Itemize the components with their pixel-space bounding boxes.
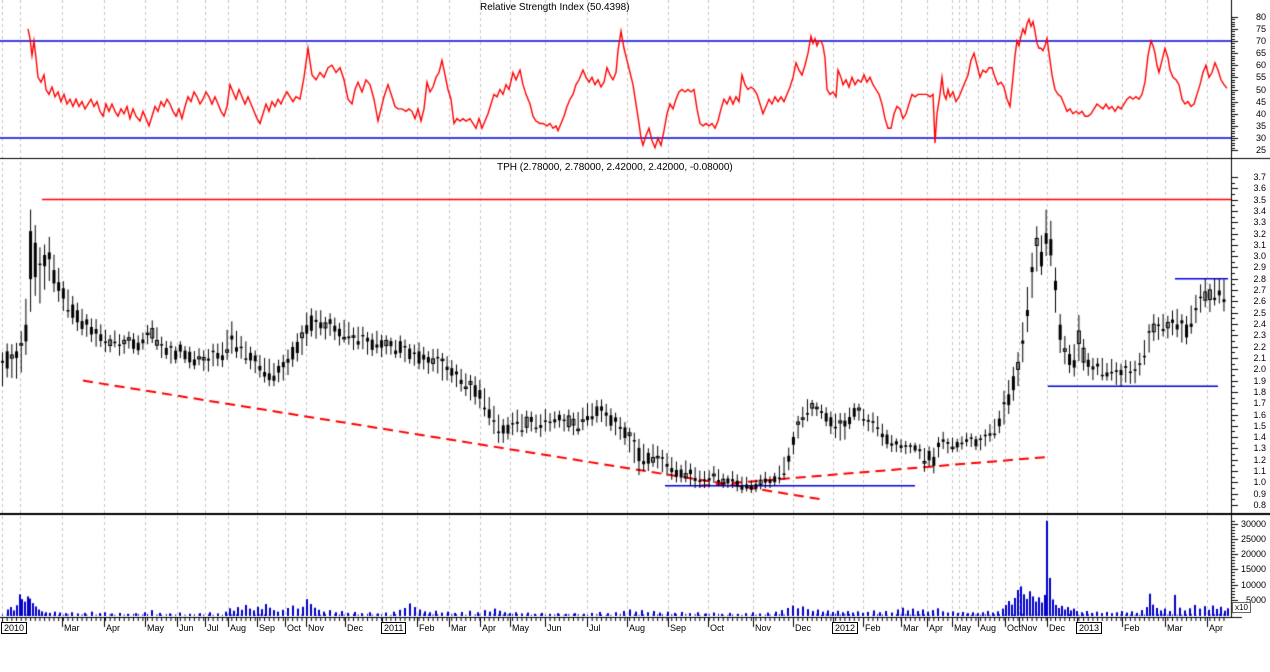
month-label: Apr	[106, 623, 121, 633]
rsi-tick-label: 25	[1255, 145, 1266, 156]
price-panel-title: TPH (2.78000, 2.78000, 2.42000, 2.42000,…	[497, 162, 733, 173]
price-tick-label: 1.7	[1253, 398, 1266, 409]
price-tick-label: 2.4	[1253, 319, 1266, 330]
volume-tick-label: 20000	[1240, 549, 1266, 560]
month-label: Sep	[259, 623, 276, 633]
volume-tick-label: 25000	[1240, 534, 1266, 544]
price-tick-label: 3.6	[1253, 183, 1266, 194]
year-label: 2013	[1076, 622, 1103, 634]
month-label: Oct	[1007, 623, 1022, 633]
month-label: Mar	[1167, 623, 1183, 633]
month-label: May	[512, 623, 530, 633]
price-tick-label: 3.3	[1253, 217, 1266, 228]
month-label: Feb	[865, 623, 881, 633]
year-label: 2010	[1, 622, 28, 634]
rsi-tick-label: 35	[1255, 120, 1266, 131]
price-tick-label: 3.1	[1253, 239, 1266, 250]
price-tick-label: 2.7	[1253, 285, 1266, 296]
month-label: Jul	[589, 623, 601, 633]
month-label: Sep	[670, 623, 687, 633]
rsi-tick-label: 60	[1255, 60, 1266, 71]
year-label: 2012	[832, 622, 859, 634]
rsi-tick-label: 40	[1255, 108, 1266, 119]
price-tick-label: 2.0	[1253, 364, 1266, 375]
price-tick-label: 2.5	[1253, 307, 1266, 318]
month-label: Jun	[179, 623, 194, 633]
month-label: Oct	[287, 623, 302, 633]
month-label: Nov	[308, 623, 325, 633]
price-tick-label: 1.3	[1253, 443, 1266, 454]
month-label: May	[954, 623, 972, 633]
month-label: Apr	[482, 623, 497, 633]
rsi-tick-label: 50	[1255, 84, 1266, 95]
price-tick-label: 1.1	[1253, 466, 1266, 477]
price-tick-label: 3.4	[1253, 205, 1266, 216]
price-tick-label: 0.9	[1253, 488, 1266, 499]
price-tick-label: 1.9	[1253, 375, 1266, 386]
price-tick-label: 3.2	[1253, 228, 1266, 239]
price-tick-label: 3.0	[1253, 251, 1266, 262]
price-tick-label: 2.8	[1253, 273, 1266, 284]
price-tick-label: 1.4	[1253, 432, 1266, 443]
rsi-tick-label: 75	[1255, 23, 1266, 34]
price-tick-label: 2.6	[1253, 296, 1266, 307]
volume-tick-label: 10000	[1240, 579, 1266, 590]
volume-tick-label: 5000	[1245, 594, 1266, 605]
rsi-tick-label: 55	[1255, 72, 1266, 83]
month-label: Jun	[547, 623, 562, 633]
rsi-tick-label: 80	[1255, 11, 1266, 22]
volume-multiplier-badge: x10	[1232, 602, 1251, 613]
price-tick-label: 2.1	[1253, 352, 1266, 363]
month-label: Dec	[347, 623, 364, 633]
price-tick-label: 2.9	[1253, 262, 1266, 273]
rsi-tick-label: 70	[1255, 36, 1266, 46]
month-label: Mar	[64, 623, 80, 633]
price-tick-label: 0.8	[1253, 499, 1266, 510]
month-label: Apr	[929, 623, 944, 633]
month-label: Feb	[419, 623, 435, 633]
rsi-tick-label: 65	[1255, 48, 1266, 59]
month-label: Oct	[710, 623, 725, 633]
price-tick-label: 1.8	[1253, 386, 1266, 397]
year-label: 2011	[381, 622, 407, 634]
rsi-tick-label: 45	[1255, 96, 1266, 107]
month-label: Dec	[795, 623, 812, 633]
month-label: Mar	[903, 623, 919, 633]
month-label: Dec	[1049, 623, 1066, 633]
price-tick-label: 1.2	[1253, 454, 1266, 465]
price-tick-label: 3.7	[1253, 172, 1266, 182]
volume-tick-label: 30000	[1240, 518, 1266, 529]
price-tick-label: 1.5	[1253, 420, 1266, 431]
price-tick-label: 2.3	[1253, 330, 1266, 341]
month-label: May	[147, 623, 165, 633]
price-tick-label: 2.2	[1253, 341, 1266, 352]
month-label: Mar	[451, 623, 467, 633]
rsi-tick-label: 30	[1255, 133, 1266, 143]
rsi-panel-title: Relative Strength Index (50.4398)	[480, 2, 630, 13]
price-tick-label: 3.5	[1253, 194, 1266, 205]
month-label: Apr	[1209, 623, 1224, 633]
month-label: Nov	[755, 623, 772, 633]
month-label: Feb	[1124, 623, 1140, 633]
month-label: Jul	[207, 623, 219, 633]
price-tick-label: 1.0	[1253, 477, 1266, 488]
month-label: Aug	[629, 623, 646, 633]
month-label: Aug	[980, 623, 997, 633]
month-label: Nov	[1021, 623, 1038, 633]
price-tick-label: 1.6	[1253, 409, 1266, 420]
month-label: Aug	[230, 623, 247, 633]
volume-tick-label: 15000	[1240, 564, 1266, 575]
